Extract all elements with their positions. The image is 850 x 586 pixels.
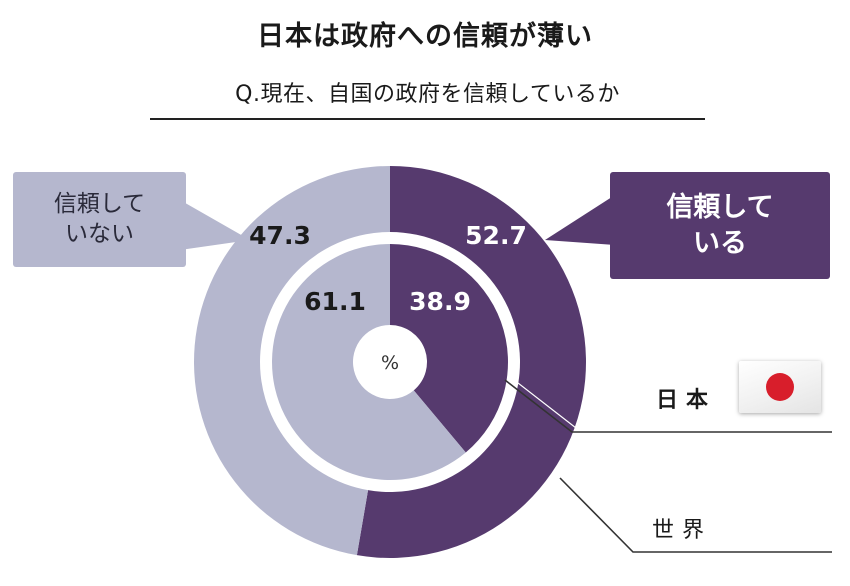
outer-value-label-distrust: 47.3 bbox=[249, 221, 311, 250]
callout-distrust-label: 信頼して いない bbox=[53, 190, 146, 247]
leader-line-japan-highlight bbox=[508, 375, 832, 429]
callout-trust: 信頼して いる bbox=[610, 172, 830, 279]
flag-red-disc bbox=[766, 373, 794, 401]
callout-trust-pointer bbox=[545, 195, 615, 245]
outer-ring-slice-distrust bbox=[193, 166, 390, 556]
callout-distrust-pointer bbox=[180, 200, 250, 250]
outer-ring-slice-trust bbox=[356, 166, 586, 559]
inner-value-label-distrust: 61.1 bbox=[304, 287, 366, 316]
outer-value-label-trust: 52.7 bbox=[465, 221, 527, 250]
inner-ring-slice-distrust bbox=[271, 244, 466, 481]
legend-japan-label: 日本 bbox=[656, 388, 717, 413]
inner-ring-slice-trust bbox=[390, 244, 508, 453]
chart-subtitle: Q.現在、自国の政府を信頼しているか bbox=[235, 82, 620, 107]
chart-title: 日本は政府への信頼が薄い bbox=[257, 21, 593, 52]
center-unit-label: % bbox=[381, 352, 399, 374]
japan-flag-icon bbox=[739, 361, 821, 413]
legend-world-label: 世界 bbox=[652, 518, 713, 543]
leader-line-world bbox=[559, 477, 832, 553]
inner-value-label-trust: 38.9 bbox=[409, 287, 471, 316]
subtitle-underline bbox=[150, 118, 705, 120]
callout-trust-label: 信頼して いる bbox=[666, 192, 774, 259]
leader-line-japan bbox=[504, 379, 832, 433]
callout-distrust: 信頼して いない bbox=[13, 172, 186, 267]
